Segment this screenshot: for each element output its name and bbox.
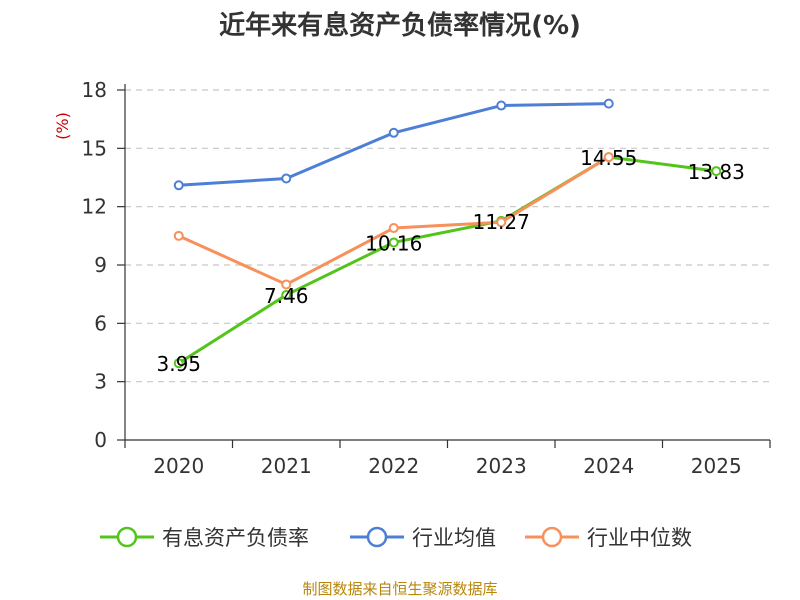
series-lines bbox=[173, 98, 722, 369]
data-point bbox=[281, 289, 292, 300]
y-tick-label: 6 bbox=[94, 311, 107, 335]
axes: 0 3 6 9 12 15 18 2020 2021 2022 2023 2024 2025 bbox=[82, 78, 771, 478]
data-label: 10.16 bbox=[365, 231, 422, 255]
data-point bbox=[603, 98, 614, 109]
x-tick-label: 2025 bbox=[691, 454, 742, 478]
data-label: 7.46 bbox=[264, 284, 309, 308]
x-tick-label: 2020 bbox=[153, 454, 204, 478]
grid-lines bbox=[125, 89, 770, 383]
legend-item[interactable]: 行业中位数 bbox=[525, 526, 692, 550]
data-label: 13.83 bbox=[688, 160, 745, 184]
legend-circle-marker bbox=[366, 526, 388, 548]
series-line bbox=[177, 102, 611, 187]
legend-item[interactable]: 行业均值 bbox=[350, 526, 496, 550]
legend-label: 行业均值 bbox=[412, 526, 496, 550]
legend-circle-marker bbox=[116, 526, 138, 548]
data-point bbox=[603, 152, 614, 163]
data-point bbox=[388, 223, 399, 234]
data-labels: 3.95 7.46 10.16 11.27 14.55 13.83 bbox=[156, 146, 744, 376]
data-label: 3.95 bbox=[156, 352, 201, 376]
data-point bbox=[173, 180, 184, 191]
chart-title: 近年来有息资产负债率情况(%) bbox=[219, 10, 581, 41]
legend-item[interactable]: 有息资产负债率 bbox=[100, 526, 309, 550]
x-tick-label: 2023 bbox=[476, 454, 527, 478]
x-tick-label: 2024 bbox=[583, 454, 634, 478]
data-point bbox=[388, 127, 399, 138]
x-tick-label: 2022 bbox=[368, 454, 419, 478]
data-point bbox=[173, 358, 184, 369]
data-point bbox=[496, 100, 507, 111]
data-point bbox=[388, 237, 399, 248]
legend: 有息资产负债率 行业均值 行业中位数 bbox=[100, 526, 692, 550]
data-label: 11.27 bbox=[473, 210, 530, 234]
x-tick-label: 2021 bbox=[261, 454, 312, 478]
data-point bbox=[496, 217, 507, 228]
y-tick-label: 3 bbox=[94, 370, 107, 394]
y-tick-label: 9 bbox=[94, 253, 107, 277]
legend-circle-marker bbox=[541, 526, 563, 548]
series-line bbox=[177, 155, 718, 365]
data-point bbox=[281, 279, 292, 290]
data-point bbox=[711, 166, 722, 177]
data-label: 14.55 bbox=[580, 146, 637, 170]
y-tick-label: 18 bbox=[82, 78, 107, 102]
legend-label: 有息资产负债率 bbox=[162, 526, 309, 550]
source-note: 制图数据来自恒生聚源数据库 bbox=[302, 580, 497, 598]
data-point bbox=[281, 173, 292, 184]
y-axis-unit-label: (%) bbox=[53, 112, 72, 140]
y-tick-label: 0 bbox=[94, 428, 107, 452]
y-tick-label: 12 bbox=[82, 195, 107, 219]
legend-label: 行业中位数 bbox=[587, 526, 692, 550]
data-point bbox=[173, 230, 184, 241]
y-tick-label: 15 bbox=[82, 136, 107, 160]
